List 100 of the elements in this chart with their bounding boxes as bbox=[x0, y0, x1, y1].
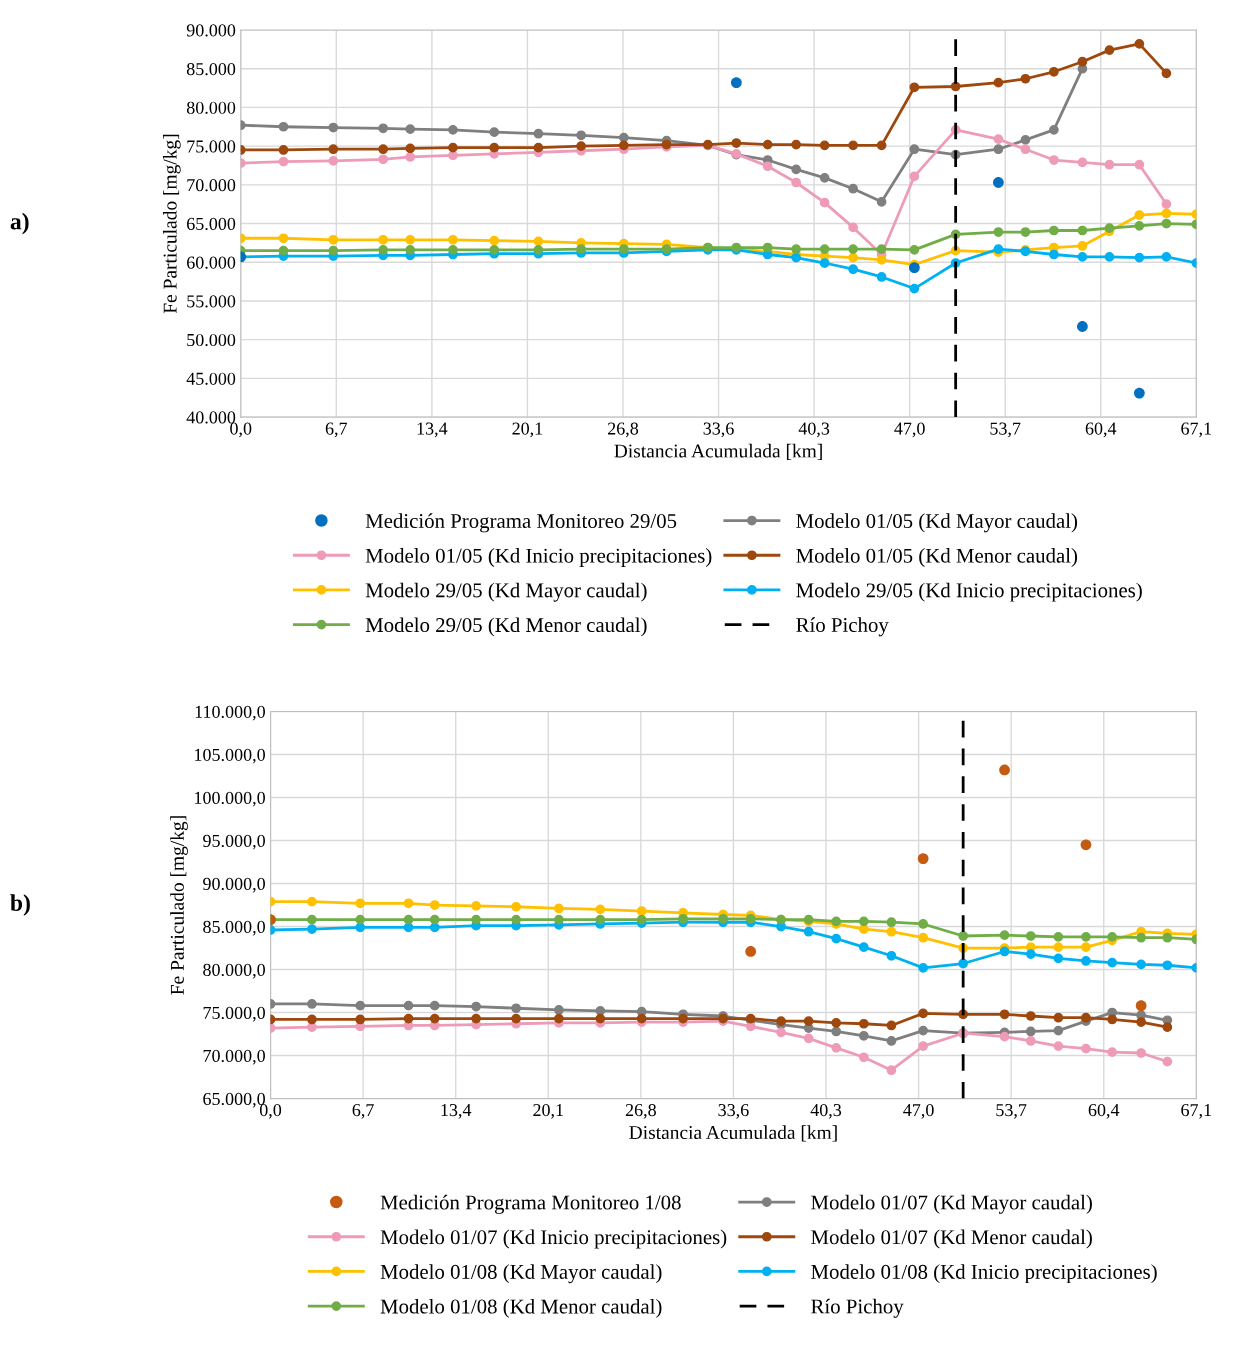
point bbox=[1081, 942, 1091, 953]
point bbox=[1081, 1043, 1091, 1054]
point bbox=[576, 130, 586, 141]
point bbox=[909, 144, 920, 155]
point bbox=[1161, 208, 1172, 219]
point bbox=[858, 1018, 869, 1029]
point bbox=[511, 1003, 521, 1014]
point bbox=[511, 901, 521, 912]
text: a) bbox=[10, 212, 29, 235]
point bbox=[848, 252, 858, 263]
x-tick-label: 67,1 bbox=[1181, 422, 1212, 438]
point bbox=[328, 122, 339, 133]
point bbox=[1162, 1022, 1173, 1033]
point bbox=[618, 244, 629, 254]
point bbox=[1053, 942, 1064, 953]
point bbox=[876, 255, 887, 265]
x-tick-label: 20,1 bbox=[533, 1103, 563, 1119]
point bbox=[791, 139, 802, 150]
point bbox=[355, 898, 366, 909]
point bbox=[1162, 960, 1173, 971]
legend-label: Río Pichoy bbox=[796, 617, 889, 637]
point bbox=[1077, 225, 1088, 236]
point bbox=[791, 164, 802, 175]
point bbox=[1053, 1012, 1064, 1023]
point bbox=[328, 234, 339, 245]
point bbox=[278, 156, 289, 167]
y-tick-label: 45.000 bbox=[186, 372, 236, 385]
point bbox=[1077, 321, 1088, 332]
point bbox=[1020, 227, 1031, 237]
legend-label: Modelo 01/07 (Kd Menor caudal) bbox=[811, 1229, 1092, 1249]
y-tick-label: 85.000 bbox=[186, 62, 236, 76]
point bbox=[886, 1065, 897, 1076]
text: b) bbox=[10, 894, 30, 916]
point bbox=[595, 914, 606, 925]
point bbox=[819, 258, 830, 268]
point bbox=[405, 152, 416, 162]
point bbox=[718, 913, 728, 924]
point bbox=[803, 1033, 814, 1044]
legend-label: Medición Programa Monitoreo 1/08 bbox=[380, 1194, 681, 1214]
point bbox=[1081, 931, 1091, 942]
y-tick-label: 70.000,0 bbox=[203, 1049, 265, 1065]
point bbox=[1162, 1056, 1173, 1067]
y-tick-label: 90.000 bbox=[186, 24, 236, 37]
x-tick-label: 67,1 bbox=[1181, 1104, 1212, 1119]
point bbox=[1136, 959, 1146, 970]
point bbox=[533, 142, 544, 153]
point bbox=[918, 919, 929, 929]
point bbox=[819, 172, 830, 183]
point bbox=[405, 143, 416, 154]
point bbox=[993, 134, 1004, 145]
point bbox=[328, 245, 339, 256]
point bbox=[448, 244, 458, 255]
point bbox=[636, 1013, 647, 1024]
point bbox=[958, 931, 969, 941]
point bbox=[278, 121, 289, 132]
point bbox=[1080, 839, 1092, 851]
point bbox=[378, 144, 389, 155]
point bbox=[307, 999, 317, 1009]
point bbox=[831, 1018, 842, 1028]
point bbox=[403, 914, 414, 925]
x-tick-label: 26,8 bbox=[625, 1103, 656, 1119]
point bbox=[1134, 210, 1145, 220]
point bbox=[554, 1013, 564, 1024]
point bbox=[1107, 1014, 1118, 1025]
point bbox=[1161, 199, 1172, 210]
x-axis-title: Distancia Acumulada [km] bbox=[614, 443, 822, 460]
point bbox=[993, 227, 1004, 237]
point bbox=[355, 1000, 366, 1011]
x-tick-label: 33,6 bbox=[703, 422, 734, 438]
point bbox=[886, 917, 897, 928]
x-tick-label: 6,7 bbox=[325, 422, 348, 438]
y-tick-label: 60.000 bbox=[187, 256, 236, 269]
point bbox=[678, 913, 688, 924]
point bbox=[909, 82, 920, 93]
point bbox=[886, 926, 897, 937]
point bbox=[858, 924, 869, 934]
point bbox=[918, 1041, 929, 1051]
point bbox=[918, 1025, 929, 1036]
y-tick-label: 55.000 bbox=[187, 295, 236, 308]
point bbox=[1020, 73, 1031, 84]
legend-label: Modelo 01/07 (Kd Mayor caudal) bbox=[811, 1194, 1092, 1214]
x-tick-label: 60,4 bbox=[1088, 1103, 1120, 1119]
point bbox=[1135, 1000, 1147, 1012]
point bbox=[355, 1014, 366, 1025]
point bbox=[471, 914, 481, 925]
point bbox=[819, 244, 830, 254]
point bbox=[908, 262, 920, 274]
y-axis-title: Fe Particulado [mg/kg] bbox=[163, 134, 181, 314]
x-tick-label: 20,1 bbox=[512, 422, 543, 438]
point bbox=[678, 1013, 688, 1024]
x-tick-label: 26,8 bbox=[607, 422, 639, 438]
point bbox=[429, 1000, 440, 1011]
point bbox=[489, 244, 500, 255]
point bbox=[876, 272, 887, 282]
point bbox=[1136, 1017, 1146, 1027]
point bbox=[876, 244, 887, 254]
point bbox=[762, 139, 773, 150]
y-tick-label: 40.000 bbox=[186, 411, 236, 424]
point bbox=[876, 140, 887, 151]
legend-label: Medición Programa Monitoreo 29/05 bbox=[365, 513, 677, 533]
